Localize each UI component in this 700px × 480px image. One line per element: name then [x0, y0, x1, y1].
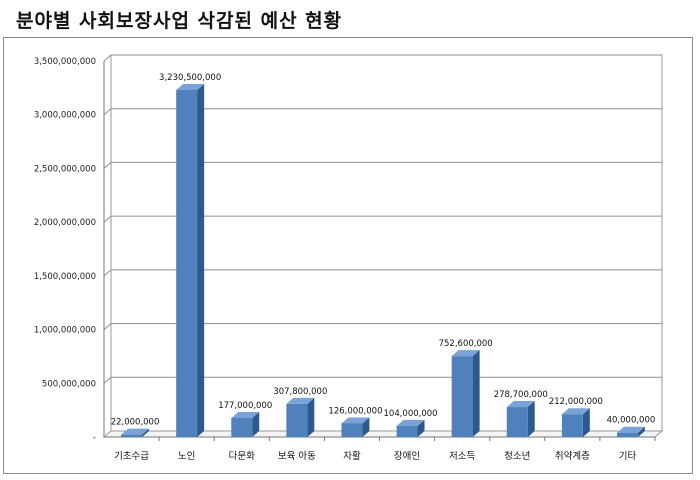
bar-top	[616, 426, 645, 433]
y-tick-label: 2,000,000,000	[34, 218, 96, 228]
gridline	[103, 323, 662, 330]
category-label: 저소득	[449, 451, 475, 462]
bar-top	[561, 408, 590, 415]
bar-top	[506, 401, 535, 408]
bar-top	[286, 397, 315, 404]
category-label: 자활	[343, 450, 361, 462]
category-label: 장애인	[394, 451, 420, 462]
bar	[341, 423, 363, 437]
gridline	[103, 108, 662, 116]
y-tick-label: -	[93, 433, 96, 443]
data-label: 212,000,000	[549, 397, 603, 407]
data-label: 3,230,500,000	[159, 73, 221, 83]
data-label: 177,000,000	[218, 401, 272, 411]
category-label: 취약계층	[555, 450, 590, 462]
category-label: 보육 아동	[278, 451, 316, 462]
data-label: 40,000,000	[607, 416, 656, 426]
category-label: 기타	[619, 451, 637, 462]
bar-side	[142, 428, 150, 437]
bar-top	[341, 417, 370, 424]
data-label: 278,700,000	[494, 390, 548, 400]
y-tick-label: 1,000,000,000	[34, 326, 96, 336]
gridline	[103, 161, 662, 169]
category-label: 청소년	[504, 451, 530, 462]
bar-side	[252, 411, 260, 437]
data-label: 307,800,000	[273, 387, 327, 397]
y-tick-label: 500,000,000	[42, 379, 96, 389]
bar	[231, 417, 253, 437]
bar	[121, 434, 143, 437]
bar-side	[582, 408, 590, 437]
data-label: 752,600,000	[439, 339, 493, 349]
category-label: 노인	[178, 451, 195, 462]
data-label: 104,000,000	[384, 409, 438, 419]
bar-top	[121, 428, 150, 435]
y-tick-label: 2,500,000,000	[34, 164, 96, 174]
bar-top	[176, 83, 205, 90]
bar-side	[472, 350, 480, 437]
gridline	[103, 269, 662, 277]
data-label: 22,000,000	[111, 418, 160, 428]
bar	[396, 425, 418, 437]
gridline	[103, 215, 662, 223]
y-tick-label: 3,000,000,000	[34, 111, 96, 121]
bar	[451, 356, 473, 437]
y-tick-label: 3,500,000,000	[34, 57, 96, 67]
bar	[176, 89, 198, 438]
chart-title: 분야별 사회보장사업 삭감된 예산 현황	[16, 10, 343, 32]
bar-top	[451, 350, 480, 357]
bar	[616, 432, 638, 437]
bar	[561, 414, 583, 437]
bar-side	[307, 397, 315, 437]
bar	[286, 403, 308, 437]
bar-side	[362, 417, 370, 437]
bar-top	[231, 411, 260, 418]
category-label: 기초수급	[114, 451, 149, 462]
bar-side	[637, 426, 645, 437]
bar-side	[197, 83, 205, 438]
bar-side	[417, 419, 425, 437]
category-label: 다문화	[229, 451, 255, 462]
y-tick-label: 1,500,000,000	[34, 272, 96, 282]
bar-top	[396, 419, 425, 426]
bar	[506, 407, 528, 437]
bar-side	[527, 401, 535, 437]
gridline	[103, 54, 662, 62]
data-label: 126,000,000	[328, 406, 382, 416]
